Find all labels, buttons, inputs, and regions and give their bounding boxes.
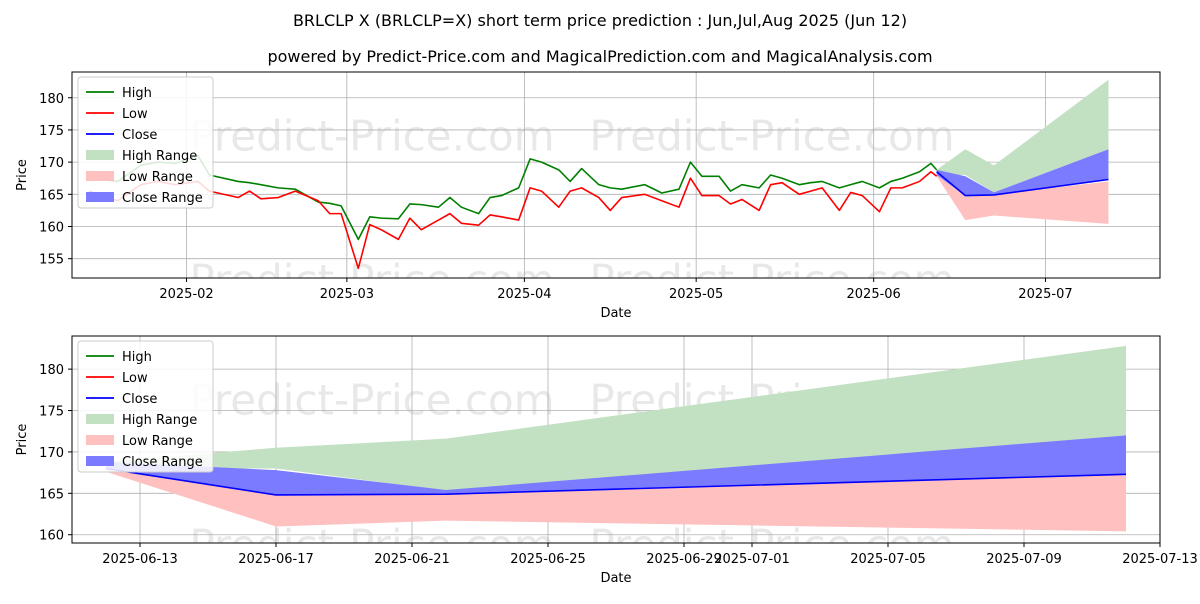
legend-swatch-low-range bbox=[86, 171, 114, 181]
high-range-band bbox=[936, 79, 1109, 193]
legend: High Low Close High Range Low Range Close Ran… bbox=[77, 340, 214, 473]
x-tick-label: 2025-06-21 bbox=[374, 552, 450, 567]
y-axis-label: Price bbox=[15, 424, 30, 456]
legend-label-low-range: Low Range bbox=[122, 434, 193, 449]
close-series-line bbox=[105, 467, 1127, 496]
legend-swatch-high-range bbox=[86, 414, 114, 424]
x-tick-label: 2025-06-25 bbox=[510, 552, 586, 567]
chart-subtitle: powered by Predict-Price.com and Magical… bbox=[267, 47, 932, 66]
x-tick-label: 2025-07-09 bbox=[986, 552, 1062, 567]
legend: High Low Close High Range Low Range Close Ran… bbox=[77, 76, 214, 209]
y-tick-label: 165 bbox=[39, 188, 64, 203]
legend-swatch-close-range bbox=[86, 192, 114, 202]
low-series-line bbox=[88, 170, 938, 270]
legend-label-low: Low bbox=[122, 371, 148, 386]
x-tick-label: 2025-07 bbox=[1018, 287, 1072, 302]
legend-label-close-range: Close Range bbox=[122, 455, 203, 470]
low-range-band bbox=[106, 468, 1126, 532]
top-panel: Predict-Price.com Predict-Price.com Predic… bbox=[15, 71, 1161, 321]
y-tick-label: 165 bbox=[39, 487, 64, 502]
x-tick-label: 2025-02 bbox=[159, 287, 213, 302]
x-tick-label: 2025-06-17 bbox=[238, 552, 314, 567]
close-range-band bbox=[106, 435, 1126, 495]
high-range-band bbox=[106, 345, 1126, 491]
x-tick-label: 2025-07-05 bbox=[850, 552, 926, 567]
x-tick-label: 2025-06-13 bbox=[102, 552, 178, 567]
y-tick-label: 160 bbox=[39, 221, 64, 236]
watermark-text: Predict-Price.com bbox=[589, 111, 954, 160]
x-tick-label: 2025-05 bbox=[669, 287, 723, 302]
y-tick-label: 180 bbox=[39, 363, 64, 378]
y-tick-label: 175 bbox=[39, 405, 64, 420]
x-tick-label: 2025-06-29 bbox=[646, 552, 722, 567]
plot-frame bbox=[71, 335, 1161, 544]
low-range-band bbox=[936, 175, 1109, 224]
legend-swatch-low-range bbox=[86, 435, 114, 445]
close-series-line bbox=[936, 171, 1109, 197]
y-axis-label: Price bbox=[15, 159, 30, 191]
y-tick-label: 175 bbox=[39, 124, 64, 139]
y-tick-label: 160 bbox=[39, 529, 64, 544]
legend-label-close: Close bbox=[122, 128, 157, 143]
legend-swatch-close-range bbox=[86, 456, 114, 466]
x-tick-label: 2025-07-01 bbox=[714, 552, 790, 567]
legend-label-high-range: High Range bbox=[122, 149, 197, 164]
x-tick-label: 2025-07-13 bbox=[1122, 552, 1198, 567]
high-series-line bbox=[89, 154, 938, 241]
legend-label-high: High bbox=[122, 350, 152, 365]
x-axis-label: Date bbox=[600, 571, 631, 586]
watermark-text: Predict-Price.com bbox=[189, 111, 554, 160]
watermark-text: Predict-Price.com bbox=[189, 376, 554, 425]
x-tick-label: 2025-06 bbox=[847, 287, 901, 302]
legend-label-close-range: Close Range bbox=[122, 191, 203, 206]
watermark-text: Predict-Price.com bbox=[189, 255, 554, 304]
legend-label-low-range: Low Range bbox=[122, 170, 193, 185]
chart-title: BRLCLP X (BRLCLP=X) short term price pre… bbox=[293, 11, 907, 30]
y-tick-label: 170 bbox=[39, 156, 64, 171]
legend-label-high: High bbox=[122, 86, 152, 101]
plot-frame bbox=[71, 71, 1161, 279]
watermark-text: Predict-Price.com bbox=[589, 255, 954, 304]
x-tick-label: 2025-03 bbox=[320, 287, 374, 302]
legend-swatch-high-range bbox=[86, 150, 114, 160]
y-tick-label: 170 bbox=[39, 446, 64, 461]
x-axis-label: Date bbox=[600, 306, 631, 321]
y-tick-label: 155 bbox=[39, 253, 64, 268]
y-tick-label: 180 bbox=[39, 92, 64, 107]
legend-label-close: Close bbox=[122, 392, 157, 407]
legend-label-high-range: High Range bbox=[122, 413, 197, 428]
x-tick-label: 2025-04 bbox=[497, 287, 551, 302]
legend-label-low: Low bbox=[122, 107, 148, 122]
close-range-band bbox=[936, 149, 1109, 196]
